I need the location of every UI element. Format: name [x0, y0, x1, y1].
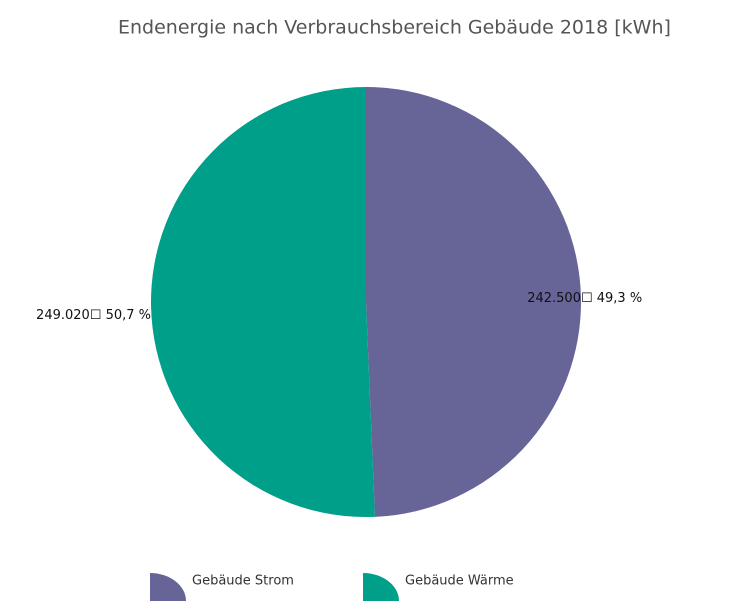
legend-swatch	[363, 573, 399, 601]
legend-swatch	[150, 573, 186, 601]
legend-label: Gebäude Strom	[192, 574, 294, 589]
chart-title: Endenergie nach Verbrauchsbereich Gebäud…	[118, 17, 671, 39]
value-label: 249.020☐ 50,7 %	[36, 308, 151, 323]
pie-slice	[366, 87, 582, 517]
legend-label: Gebäude Wärme	[405, 574, 514, 589]
pie-slice	[151, 87, 375, 517]
value-label: 242.500☐ 49,3 %	[527, 291, 642, 306]
